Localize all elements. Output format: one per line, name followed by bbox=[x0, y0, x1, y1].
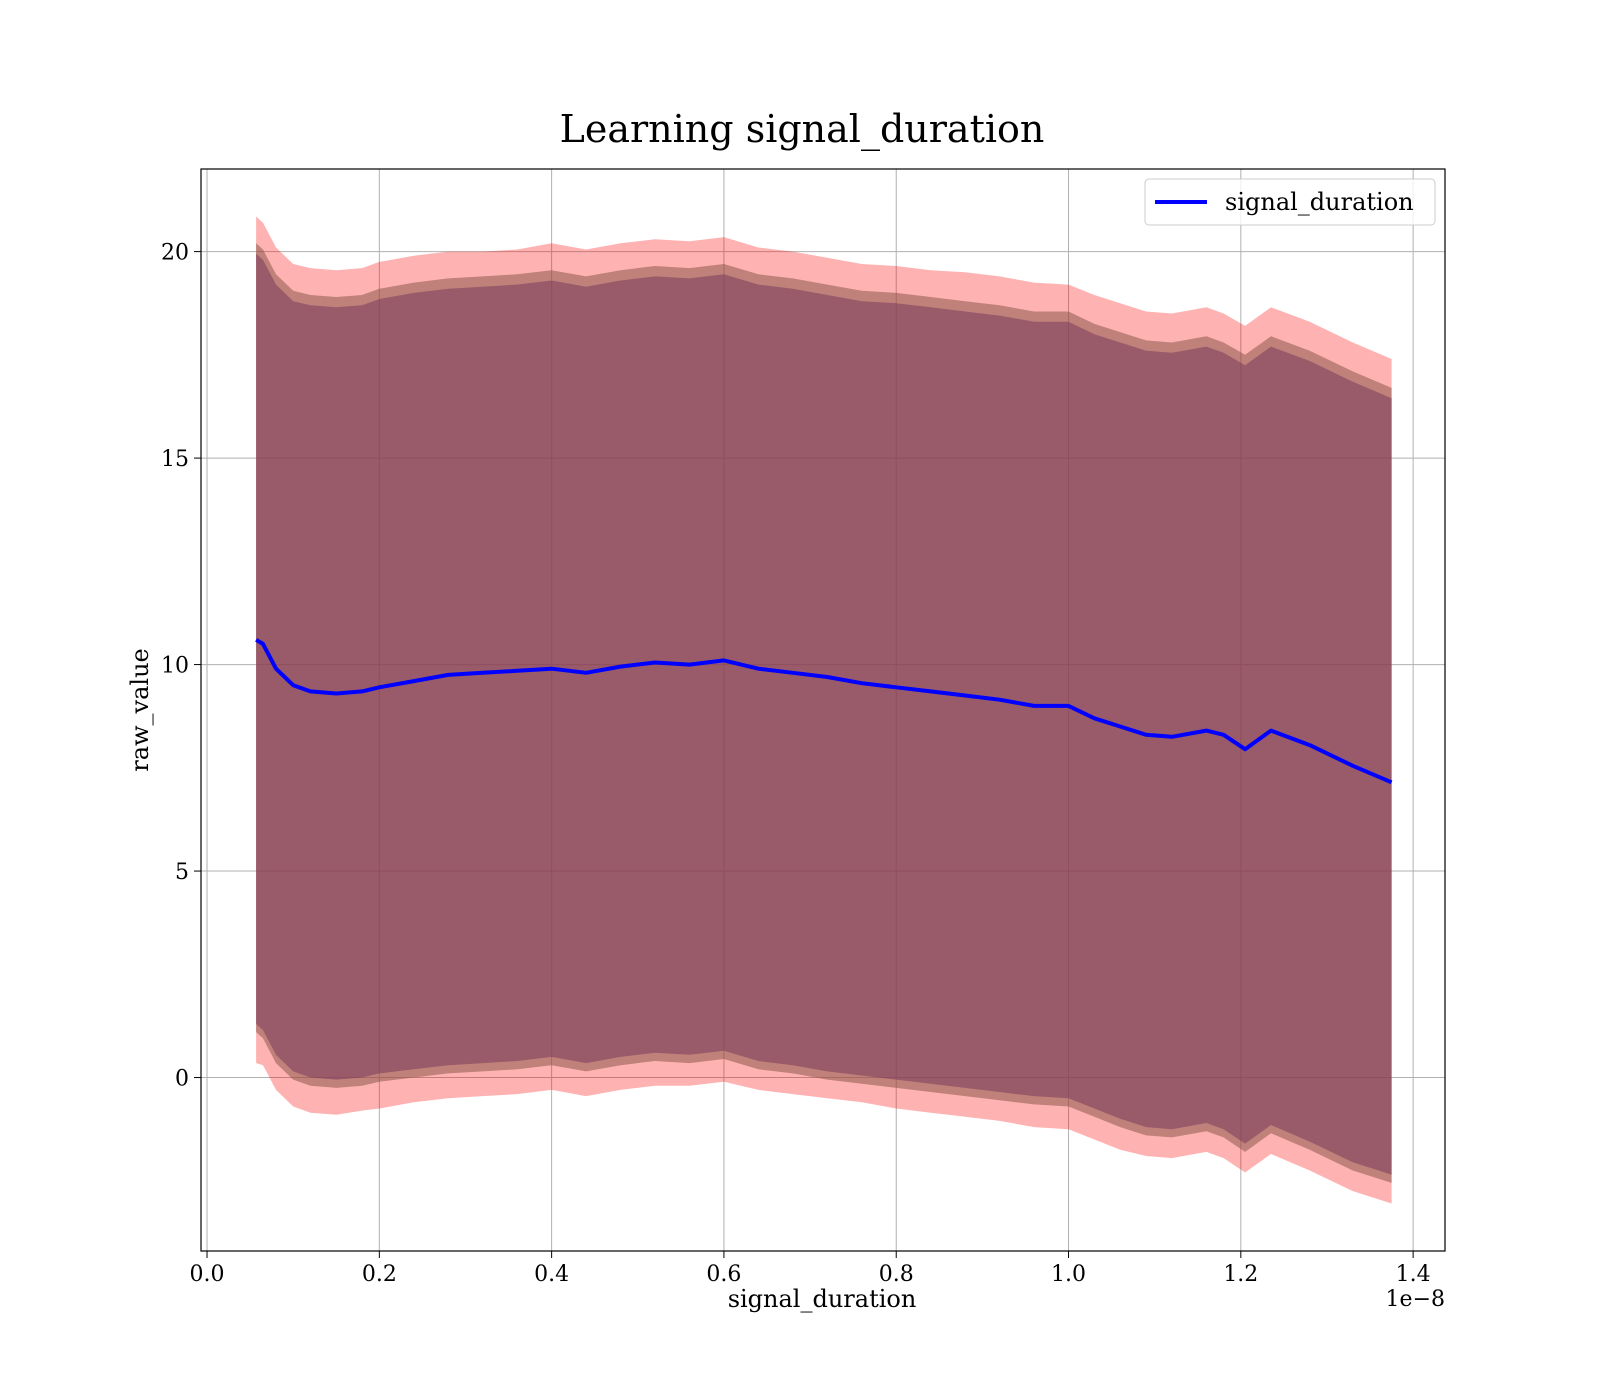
y-tick-label: 5 bbox=[175, 860, 189, 885]
y-tick-label: 20 bbox=[161, 241, 189, 266]
x-tick-label: 0.0 bbox=[190, 1262, 225, 1287]
y-tick-label: 15 bbox=[161, 447, 189, 472]
legend-box bbox=[1144, 178, 1436, 226]
x-axis-label: signal_duration bbox=[728, 1285, 917, 1313]
legend-label: signal_duration bbox=[1225, 188, 1414, 216]
x-tick-label: 0.8 bbox=[879, 1262, 914, 1287]
y-axis-label: raw_value bbox=[126, 648, 154, 772]
confidence-band bbox=[256, 253, 1392, 1175]
chart-title: Learning signal_duration bbox=[560, 107, 1045, 152]
x-axis-offset-label: 1e−8 bbox=[1386, 1287, 1445, 1312]
x-tick-label: 1.4 bbox=[1396, 1262, 1431, 1287]
x-tick-label: 0.2 bbox=[362, 1262, 397, 1287]
legend: signal_duration bbox=[1144, 178, 1436, 226]
x-tick-label: 0.4 bbox=[534, 1262, 569, 1287]
y-tick-label: 0 bbox=[175, 1067, 189, 1092]
x-tick-label: 0.6 bbox=[706, 1262, 741, 1287]
x-tick-label: 1.0 bbox=[1051, 1262, 1086, 1287]
y-axis-ticks: 0 5 10 15 20 bbox=[161, 241, 201, 1092]
plot-frame bbox=[200, 168, 1446, 1252]
series-line bbox=[255, 638, 1393, 785]
band-layer bbox=[256, 216, 1392, 1204]
line-layer bbox=[255, 638, 1393, 785]
x-axis-ticks: 0.0 0.2 0.4 0.6 0.8 1.0 1.2 1.4 bbox=[190, 1251, 1431, 1287]
y-tick-label: 10 bbox=[161, 654, 189, 679]
x-tick-label: 1.2 bbox=[1223, 1262, 1258, 1287]
